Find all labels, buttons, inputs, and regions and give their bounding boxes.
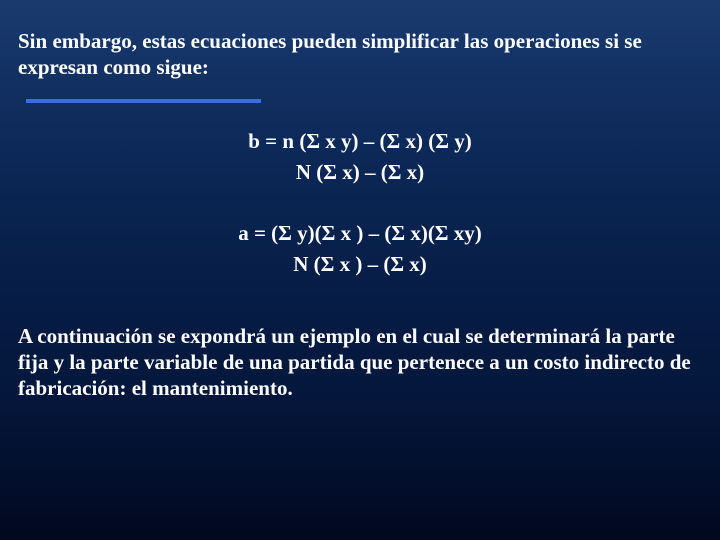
equation-a-numerator: a = (Σ y)(Σ x ) – (Σ x)(Σ xy) xyxy=(18,221,702,246)
equation-b-numerator: b = n (Σ x y) – (Σ x) (Σ y) xyxy=(18,129,702,154)
outro-text: A continuación se expondrá un ejemplo en… xyxy=(18,323,702,402)
equation-a-denominator: N (Σ x ) – (Σ x) xyxy=(18,252,702,277)
intro-text: Sin embargo, estas ecuaciones pueden sim… xyxy=(18,28,702,81)
horizontal-rule xyxy=(26,99,261,103)
equation-b-denominator: N (Σ x) – (Σ x) xyxy=(18,160,702,185)
slide: Sin embargo, estas ecuaciones pueden sim… xyxy=(0,0,720,540)
